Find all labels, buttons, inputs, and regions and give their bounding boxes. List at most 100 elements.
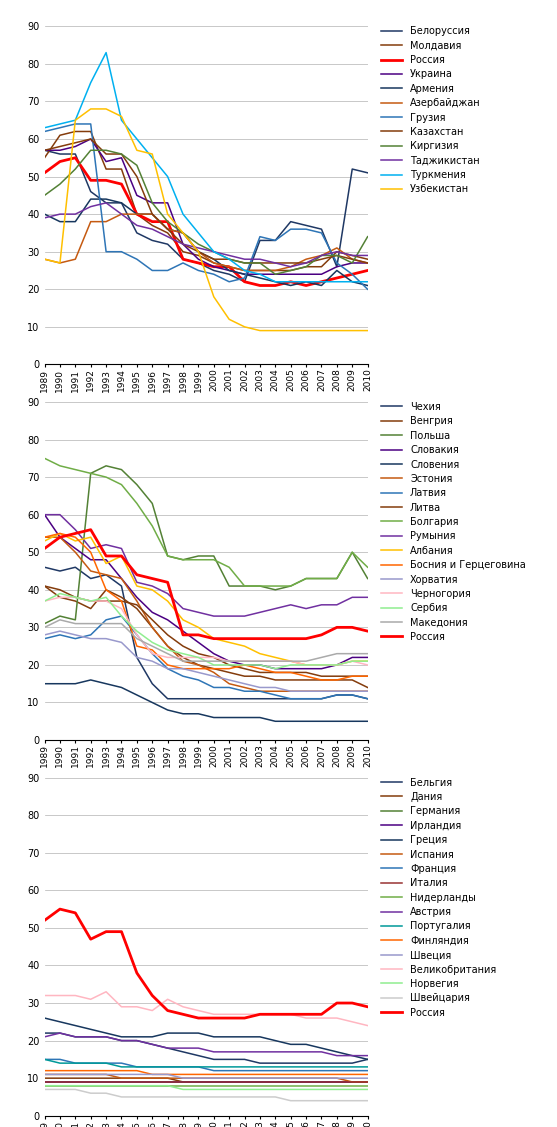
Венгрия: [164, 639, 171, 653]
Line: Черногория: Черногория: [45, 597, 368, 665]
Испания: [334, 1072, 340, 1085]
Узбекистан: [226, 312, 232, 326]
Дания: [318, 1075, 325, 1089]
Греция: [72, 1019, 79, 1032]
Латвия: [349, 689, 355, 702]
Румыния: [303, 602, 310, 615]
Польша: [57, 610, 63, 623]
Португалия: [41, 1053, 48, 1066]
Португалия: [87, 1056, 94, 1070]
Нидерланды: [303, 1079, 310, 1092]
Венгрия: [72, 594, 79, 607]
Швеция: [41, 1067, 48, 1081]
Узбекистан: [303, 323, 310, 337]
Греция: [102, 1027, 109, 1040]
Черногория: [241, 655, 248, 668]
Румыния: [241, 610, 248, 623]
Польша: [180, 553, 187, 567]
Армения: [241, 267, 248, 281]
Таджикистан: [195, 241, 202, 255]
Болгария: [364, 560, 371, 574]
Узбекистан: [180, 227, 187, 240]
Словакия: [195, 636, 202, 649]
Киргизия: [57, 177, 63, 190]
Швейцария: [226, 1090, 232, 1103]
Сербия: [349, 655, 355, 668]
Босния и Герцеговина: [195, 662, 202, 675]
Белоруссия: [226, 267, 232, 281]
Франция: [102, 1056, 109, 1070]
Хорватия: [241, 677, 248, 691]
Белоруссия: [318, 222, 325, 236]
Италия: [41, 1075, 48, 1089]
Грузия: [180, 256, 187, 269]
Австрия: [195, 1041, 202, 1055]
Босния и Герцеговина: [149, 644, 155, 657]
Румыния: [257, 605, 263, 619]
Сербия: [257, 658, 263, 672]
Литва: [334, 669, 340, 683]
Хорватия: [57, 624, 63, 638]
Белоруссия: [303, 219, 310, 232]
Латвия: [303, 692, 310, 706]
Румыния: [334, 598, 340, 612]
Дания: [180, 1075, 187, 1089]
Латвия: [195, 673, 202, 686]
Македония: [349, 647, 355, 660]
Грузия: [349, 267, 355, 281]
Италия: [257, 1075, 263, 1089]
Казахстан: [272, 256, 278, 269]
Line: Албания: Албания: [45, 533, 368, 665]
Великобритания: [195, 1004, 202, 1018]
Франция: [211, 1064, 217, 1077]
Франция: [226, 1064, 232, 1077]
Франция: [118, 1056, 125, 1070]
Венгрия: [257, 669, 263, 683]
Таджикистан: [364, 249, 371, 263]
Словакия: [57, 531, 63, 544]
Польша: [149, 497, 155, 511]
Россия: [118, 177, 125, 190]
Россия: [211, 1011, 217, 1024]
Италия: [349, 1075, 355, 1089]
Португалия: [364, 1061, 371, 1074]
Италия: [364, 1075, 371, 1089]
Словения: [134, 689, 140, 702]
Литва: [272, 666, 278, 680]
Швейцария: [303, 1094, 310, 1108]
Латвия: [41, 632, 48, 646]
Словения: [226, 711, 232, 725]
Болгария: [118, 478, 125, 491]
Босния и Герцеговина: [72, 531, 79, 544]
Румыния: [364, 591, 371, 604]
Черногория: [257, 655, 263, 668]
Азербайджан: [57, 256, 63, 269]
Казахстан: [303, 256, 310, 269]
Россия: [241, 275, 248, 289]
Киргизия: [272, 267, 278, 281]
Украина: [334, 260, 340, 274]
Молдавия: [272, 264, 278, 277]
Словения: [72, 677, 79, 691]
Армения: [364, 278, 371, 292]
Дания: [149, 1072, 155, 1085]
Австрия: [118, 1033, 125, 1047]
Узбекистан: [241, 320, 248, 334]
Белоруссия: [57, 148, 63, 161]
Болгария: [180, 553, 187, 567]
Словакия: [318, 662, 325, 675]
Литва: [303, 666, 310, 680]
Сербия: [318, 658, 325, 672]
Словакия: [102, 553, 109, 567]
Казахстан: [102, 148, 109, 161]
Азербайджан: [195, 245, 202, 258]
Дания: [118, 1072, 125, 1085]
Португалия: [303, 1061, 310, 1074]
Киргизия: [226, 252, 232, 266]
Финляндия: [41, 1064, 48, 1077]
Россия: [334, 272, 340, 285]
Туркмения: [364, 275, 371, 289]
Армения: [87, 193, 94, 206]
Албания: [349, 655, 355, 668]
Азербайджан: [241, 264, 248, 277]
